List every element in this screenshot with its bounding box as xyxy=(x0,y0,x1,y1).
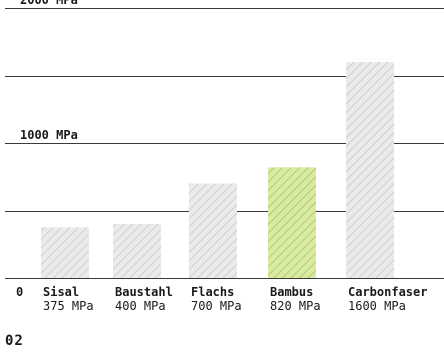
value-label: 375 MPa xyxy=(43,299,94,313)
category-label: Baustahl xyxy=(115,285,173,299)
bar-bambus xyxy=(268,167,316,278)
category-label: Flachs xyxy=(191,285,234,299)
category-label: Bambus xyxy=(270,285,313,299)
bar-baustahl xyxy=(113,224,161,278)
category-label: Sisal xyxy=(43,285,79,299)
category-label: Carbonfaser xyxy=(348,285,427,299)
bar-carbonfaser xyxy=(346,62,394,278)
y-tick-label: 0 xyxy=(16,285,23,299)
figure-number: 02 xyxy=(5,333,24,349)
value-label: 700 MPa xyxy=(191,299,242,313)
bars xyxy=(41,62,394,278)
value-label: 820 MPa xyxy=(270,299,321,313)
y-tick-label: 1000 MPa xyxy=(20,128,78,142)
bar-sisal xyxy=(41,227,89,278)
value-label: 400 MPa xyxy=(115,299,166,313)
y-tick-label: 2000 MPa xyxy=(20,0,78,7)
value-label: 1600 MPa xyxy=(348,299,406,313)
bar-flachs xyxy=(189,183,237,278)
